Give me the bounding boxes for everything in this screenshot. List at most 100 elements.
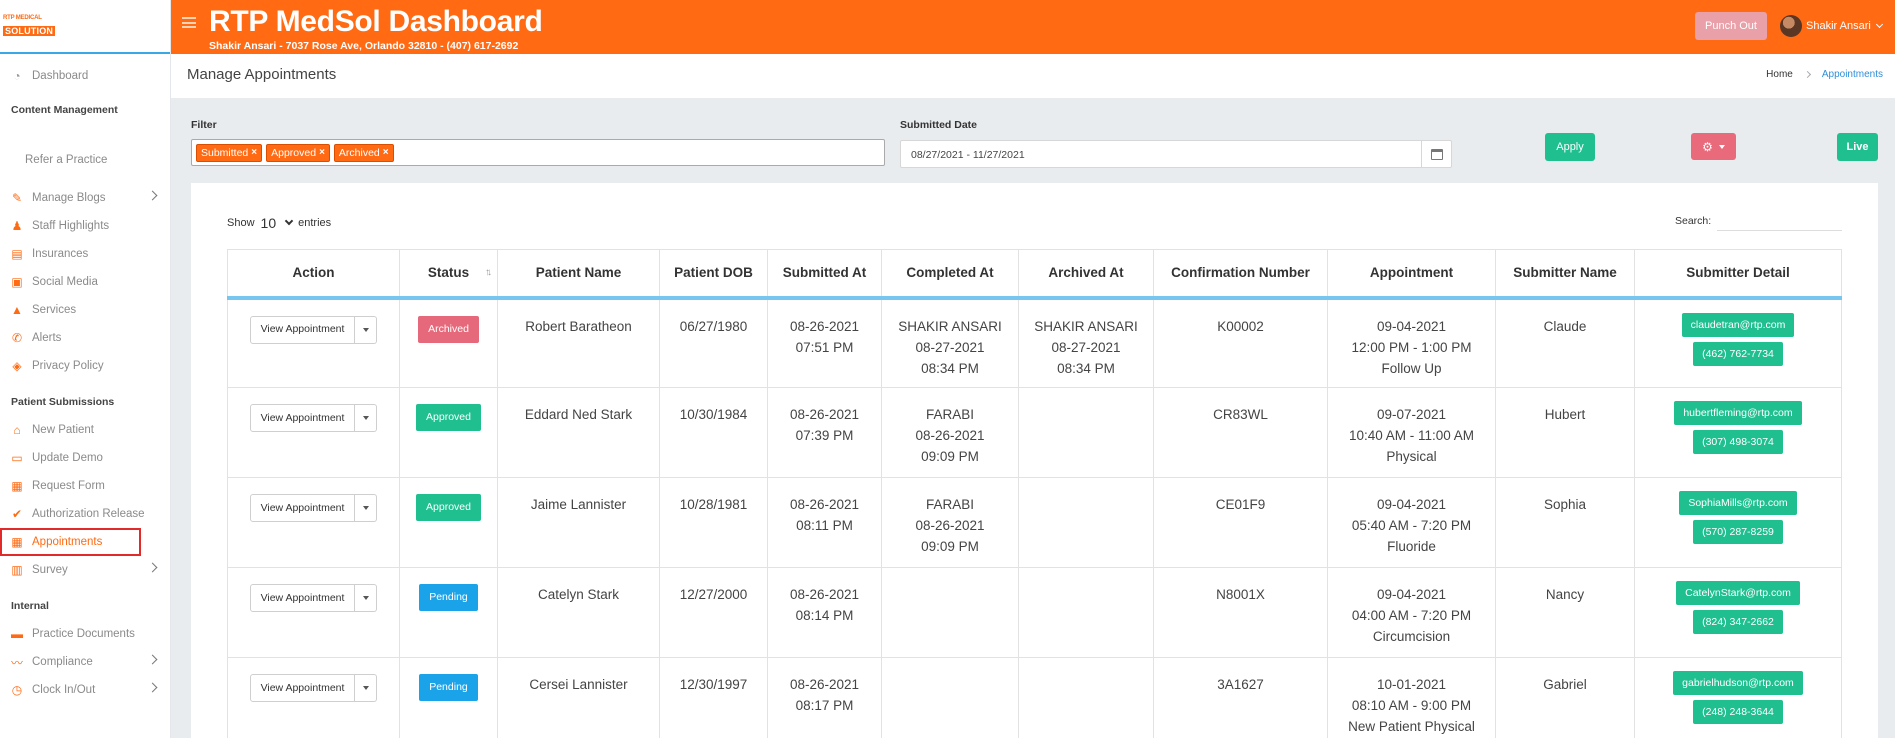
- column-header-submitted-at[interactable]: Submitted At: [767, 249, 882, 300]
- cell-confirmation-number: K00002: [1153, 297, 1328, 388]
- filter-tag-label: Approved: [271, 146, 317, 159]
- sidebar-item-dashboard[interactable]: ◔ Dashboard: [0, 62, 170, 90]
- sidebar-item-refer[interactable]: Refer a Practice: [0, 146, 170, 174]
- user-name: Shakir Ansari: [1806, 20, 1871, 32]
- date-range-value: 08/27/2021 - 11/27/2021: [911, 149, 1025, 161]
- apply-button[interactable]: Apply: [1545, 133, 1595, 161]
- date-range-input[interactable]: 08/27/2021 - 11/27/2021: [900, 140, 1452, 168]
- action-dropdown-button[interactable]: [355, 584, 378, 612]
- appointments-table: Action Status ↑↓ Patient Name Patient DOB Sub…: [227, 249, 1842, 738]
- breadcrumb-current: Appointments: [1821, 69, 1883, 80]
- cell-appointment: 10-01-2021 08:10 AM - 9:00 PM New Patient …: [1327, 657, 1496, 738]
- submitter-email-button[interactable]: CatelynStark@rtp.com: [1676, 581, 1800, 605]
- column-header-patient-name[interactable]: Patient Name: [497, 249, 660, 300]
- cell-appointment: 09-07-2021 10:40 AM - 11:00 AM Physical: [1327, 387, 1496, 478]
- settings-dropdown-button[interactable]: ⚙: [1691, 133, 1736, 160]
- filter-tag-submitted[interactable]: Submitted ×: [196, 143, 263, 162]
- submitter-phone-button[interactable]: (462) 762-7734: [1693, 341, 1783, 366]
- live-button[interactable]: Live: [1837, 133, 1878, 161]
- submitter-email-wrap: hubertfleming@rtp.com: [1635, 400, 1841, 429]
- sidebar-item-label: Privacy Policy: [32, 360, 104, 372]
- sidebar-item-insurances[interactable]: ▤ Insurances: [0, 240, 170, 268]
- filter-label: Filter: [191, 119, 217, 131]
- column-header-submitter-detail[interactable]: Submitter Detail: [1634, 249, 1842, 300]
- submitter-phone-button[interactable]: (307) 498-3074: [1693, 430, 1783, 454]
- calendar-button[interactable]: [1421, 141, 1451, 167]
- sidebar-item-social-media[interactable]: ▣ Social Media: [0, 268, 170, 296]
- cell-confirmation-number: 3A1627: [1153, 657, 1328, 738]
- cell-archived-at: [1018, 567, 1154, 658]
- action-dropdown-button[interactable]: [355, 674, 378, 702]
- column-header-submitter-name[interactable]: Submitter Name: [1495, 249, 1635, 300]
- column-header-status[interactable]: Status ↑↓: [399, 249, 498, 300]
- sidebar-item-services[interactable]: ▲ Services: [0, 296, 170, 324]
- appointment-line: 05:40 AM - 7:20 PM: [1351, 518, 1472, 533]
- cell-submitter-name: Hubert: [1495, 387, 1635, 478]
- remove-tag-icon[interactable]: ×: [382, 147, 389, 158]
- completed-at-line: 09:09 PM: [921, 539, 979, 554]
- action-dropdown-button[interactable]: [355, 404, 378, 432]
- sidebar-item-clock-in-out[interactable]: ◷ Clock In/Out: [0, 676, 170, 704]
- sidebar-item-label: Social Media: [32, 276, 98, 288]
- submitter-phone-wrap: (462) 762-7734: [1635, 341, 1841, 370]
- sidebar-item-compliance[interactable]: 〰 Compliance: [0, 648, 170, 676]
- submitter-email-button[interactable]: hubertfleming@rtp.com: [1674, 401, 1802, 425]
- cell-status: Archived: [399, 297, 498, 388]
- breadcrumb-home[interactable]: Home: [1766, 69, 1793, 80]
- column-header-confirmation-number[interactable]: Confirmation Number: [1153, 249, 1328, 300]
- logo[interactable]: RTP MEDICAL SOLUTION: [3, 15, 59, 37]
- sidebar-item-authorization-release[interactable]: ✔ Authorization Release: [0, 500, 170, 528]
- submitter-phone-button[interactable]: (570) 287-8259: [1693, 520, 1783, 544]
- sidebar-item-label: Practice Documents: [32, 628, 135, 640]
- status-badge: Pending: [419, 674, 478, 701]
- filter-multiselect[interactable]: Submitted × Approved × Archived ×: [191, 139, 885, 166]
- hamburger-menu-icon[interactable]: [182, 17, 196, 28]
- view-appointment-button[interactable]: View Appointment: [249, 494, 356, 522]
- remove-tag-icon[interactable]: ×: [251, 147, 258, 158]
- cell-submitted-at: 08-26-2021 08:17 PM: [767, 657, 882, 738]
- submitter-email-button[interactable]: claudetran@rtp.com: [1681, 312, 1795, 337]
- search-input[interactable]: [1717, 217, 1843, 231]
- sidebar-item-alerts[interactable]: ✆ Alerts: [0, 324, 170, 352]
- sidebar-item-appointments[interactable]: ▦ Appointments: [0, 528, 141, 556]
- column-header-archived-at[interactable]: Archived At: [1018, 249, 1154, 300]
- entries-select[interactable]: 10: [261, 215, 294, 231]
- column-header-action[interactable]: Action: [227, 249, 400, 300]
- column-header-completed-at[interactable]: Completed At: [881, 249, 1019, 300]
- submitter-email-button[interactable]: SophiaMills@rtp.com: [1679, 491, 1797, 515]
- sidebar-item-practice-documents[interactable]: ▬ Practice Documents: [0, 620, 170, 648]
- user-menu[interactable]: Shakir Ansari: [1780, 15, 1883, 37]
- sidebar-item-new-patient[interactable]: ⌂ New Patient: [0, 416, 170, 444]
- remove-tag-icon[interactable]: ×: [319, 147, 325, 158]
- filter-tag-label: Submitted: [201, 146, 249, 159]
- submitter-phone-button[interactable]: (824) 347-2662: [1693, 610, 1783, 634]
- column-header-patient-dob[interactable]: Patient DOB: [659, 249, 768, 300]
- cell-submitter-name: Sophia: [1495, 477, 1635, 568]
- view-appointment-group: View Appointment: [249, 315, 378, 344]
- view-appointment-group: View Appointment: [249, 404, 378, 432]
- column-header-appointment[interactable]: Appointment: [1327, 249, 1496, 300]
- sidebar-item-request-form[interactable]: ▦ Request Form: [0, 472, 170, 500]
- sidebar-item-privacy-policy[interactable]: ◈ Privacy Policy: [0, 352, 170, 380]
- view-appointment-button[interactable]: View Appointment: [249, 584, 356, 612]
- filter-tag-archived[interactable]: Archived ×: [333, 143, 394, 162]
- view-appointment-button[interactable]: View Appointment: [249, 315, 356, 344]
- sort-icon[interactable]: ↑↓: [485, 267, 492, 278]
- cell-completed-at: FARABI 08-26-2021 09:09 PM: [881, 477, 1019, 568]
- sidebar-item-update-demo[interactable]: ▭ Update Demo: [0, 444, 170, 472]
- cell-archived-at: SHAKIR ANSARI 08-27-2021 08:34 PM: [1018, 297, 1154, 388]
- sidebar-item-staff-highlights[interactable]: ♟ Staff Highlights: [0, 212, 170, 240]
- action-dropdown-button[interactable]: [355, 315, 378, 344]
- submitter-email-button[interactable]: gabrielhudson@rtp.com: [1673, 671, 1803, 695]
- filter-tag-approved[interactable]: Approved ×: [266, 143, 330, 162]
- home-icon: ⌂: [13, 423, 21, 437]
- view-appointment-button[interactable]: View Appointment: [249, 674, 356, 702]
- archived-at-line: SHAKIR ANSARI: [1034, 318, 1138, 334]
- submitter-phone-button[interactable]: (248) 248-3644: [1693, 700, 1783, 724]
- sidebar-item-manage-blogs[interactable]: ✎ Manage Blogs: [0, 184, 170, 212]
- punch-out-button[interactable]: Punch Out: [1695, 12, 1767, 40]
- view-appointment-button[interactable]: View Appointment: [249, 404, 356, 432]
- chevron-right-icon: [1803, 70, 1811, 79]
- action-dropdown-button[interactable]: [355, 494, 378, 522]
- sidebar-item-survey[interactable]: ▥ Survey: [0, 556, 170, 584]
